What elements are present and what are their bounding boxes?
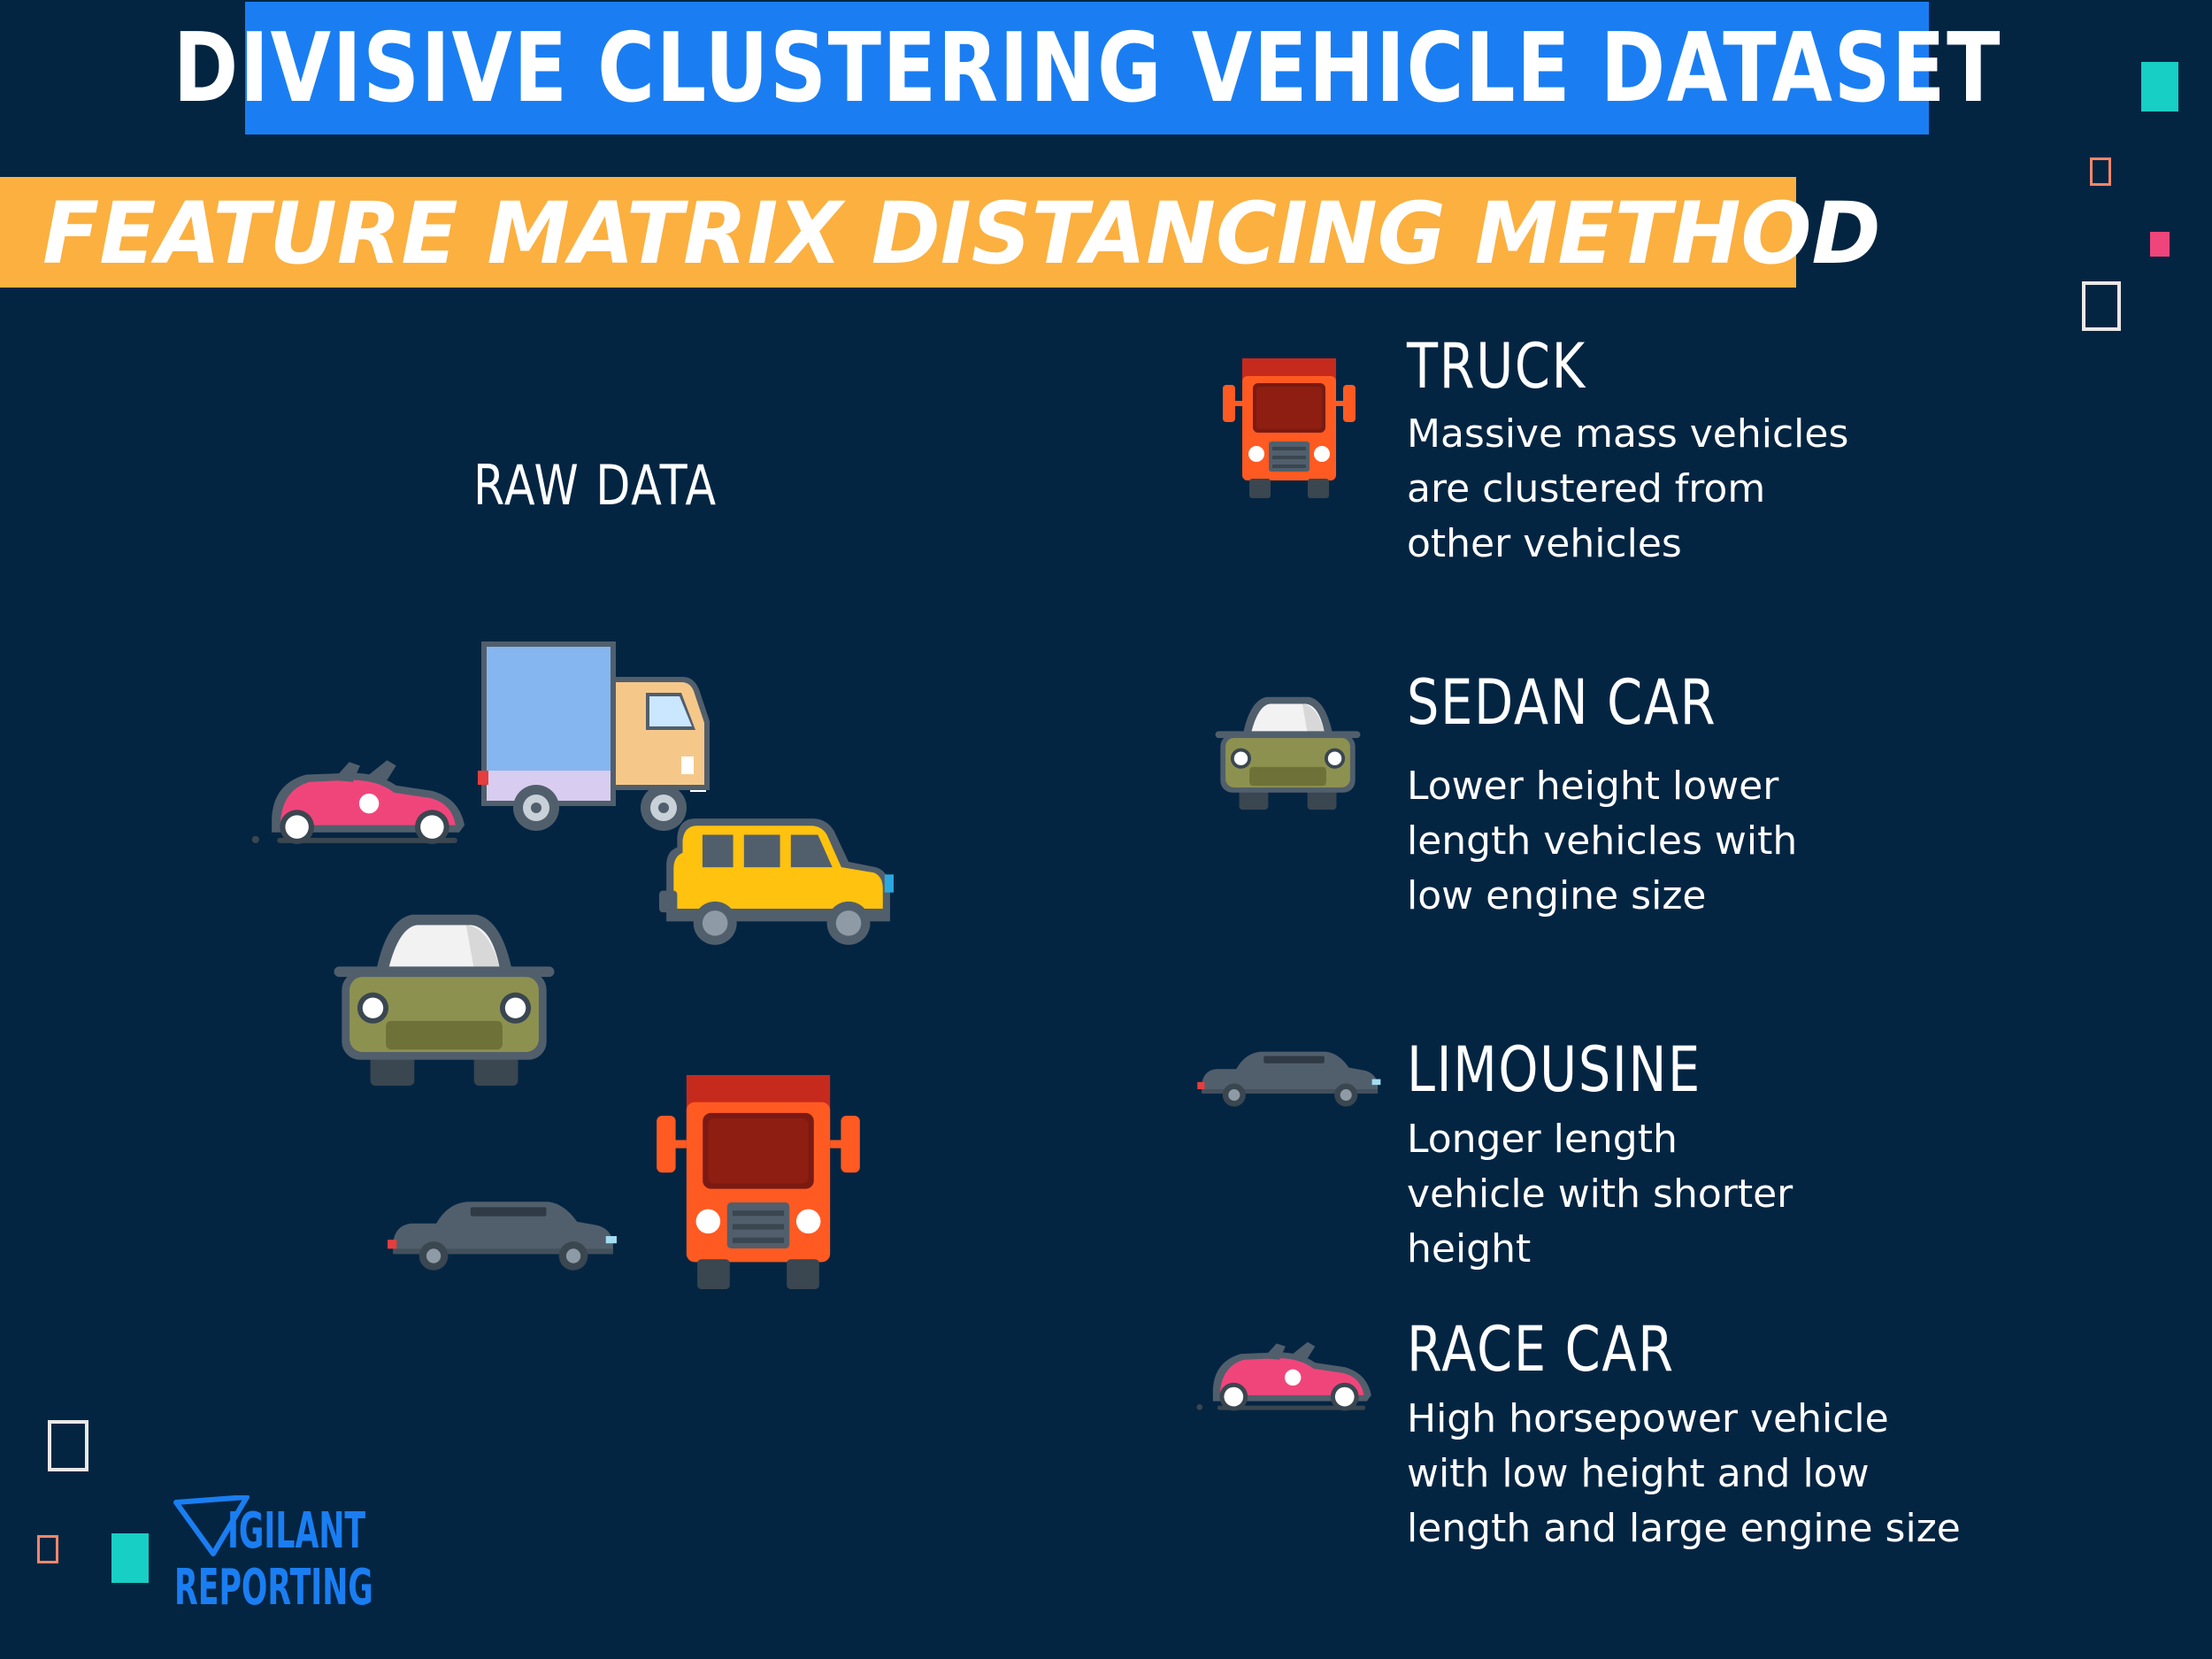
truck-icon (657, 1075, 860, 1292)
desc-line: height (1407, 1226, 1532, 1271)
race-car-icon (250, 748, 480, 847)
decor-square-teal (111, 1533, 149, 1583)
delivery-truck-icon (478, 641, 717, 836)
category-desc-race-car: High horsepower vehicle with low height … (1407, 1392, 2079, 1556)
desc-line: low engine size (1407, 873, 1707, 918)
desc-line: are clustered from (1407, 466, 1766, 511)
decor-square-outline-white (2082, 281, 2121, 331)
category-title-race-car: RACE CAR (1407, 1313, 1675, 1386)
decor-square-outline-white (48, 1420, 88, 1471)
category-desc-limousine: Longer length vehicle with shorter heigh… (1407, 1112, 2079, 1277)
category-title-truck: TRUCK (1407, 330, 1586, 403)
logo-line1: IGILANT (227, 1502, 366, 1560)
decor-square-pink (2150, 232, 2170, 257)
logo-line2: REPORTING (174, 1559, 373, 1617)
sedan-car-icon (329, 907, 559, 1088)
desc-line: Lower height lower (1407, 764, 1779, 809)
decor-square-outline-orange (37, 1535, 58, 1563)
truck-icon (1214, 358, 1364, 500)
desc-line: Massive mass vehicles (1407, 411, 1849, 457)
category-title-sedan: SEDAN CAR (1407, 666, 1717, 739)
raw-data-label: RAW DATA (473, 453, 718, 518)
jeep-icon (659, 814, 894, 951)
desc-line: other vehicles (1407, 521, 1682, 566)
logo-v-mark-icon (173, 1495, 250, 1556)
category-title-limousine: LIMOUSINE (1407, 1033, 1701, 1106)
title-banner: DIVISIVE CLUSTERING VEHICLE DATASET (173, 2, 2000, 134)
limousine-icon (384, 1190, 618, 1279)
desc-line: Longer length (1407, 1117, 1678, 1162)
category-desc-truck: Massive mass vehicles are clustered from… (1407, 407, 2079, 572)
desc-line: High horsepower vehicle (1407, 1396, 1889, 1441)
logo: IGILANT REPORTING (173, 1495, 385, 1619)
limousine-icon (1194, 1046, 1382, 1110)
sedan-car-icon (1215, 692, 1361, 811)
desc-line: with low height and low (1407, 1451, 1870, 1496)
desc-line: length vehicles with (1407, 818, 1798, 864)
desc-line: length and large engine size (1407, 1506, 1961, 1551)
desc-line: vehicle with shorter (1407, 1171, 1793, 1217)
race-car-icon (1196, 1332, 1382, 1413)
category-desc-sedan: Lower height lower length vehicles with … (1407, 759, 2079, 924)
decor-square-teal (2141, 62, 2178, 111)
decor-square-outline-orange (2090, 157, 2111, 186)
subtitle-banner: FEATURE MATRIX DISTANCING METHOD (0, 177, 1881, 288)
page-title: DIVISIVE CLUSTERING VEHICLE DATASET (173, 12, 2001, 124)
page-subtitle: FEATURE MATRIX DISTANCING METHOD (42, 184, 1881, 283)
